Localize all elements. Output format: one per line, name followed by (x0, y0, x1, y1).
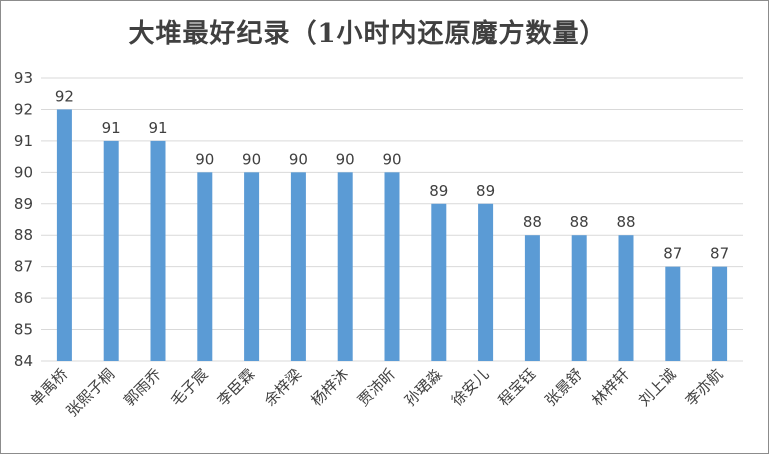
data-label: 88 (523, 213, 542, 231)
y-axis-tick-labels: 84 85 86 87 88 89 90 91 92 93 (14, 69, 33, 370)
data-label: 90 (289, 150, 308, 168)
y-tick-label: 88 (14, 226, 33, 244)
data-label: 88 (616, 213, 635, 231)
bar (150, 140, 166, 361)
bar (384, 172, 400, 361)
x-category-label: 贾沛昕 (354, 365, 399, 410)
data-label: 90 (242, 150, 261, 168)
data-label: 91 (102, 119, 121, 137)
x-category-label: 张景舒 (541, 365, 586, 410)
bar (478, 203, 494, 361)
bar (571, 235, 587, 361)
bar (290, 172, 306, 361)
x-category-label: 毛子宸 (167, 365, 212, 410)
data-label: 92 (55, 87, 74, 105)
data-label: 89 (429, 182, 448, 200)
x-category-label: 张熙子桐 (63, 365, 118, 420)
y-tick-label: 92 (14, 100, 33, 118)
data-label: 90 (195, 150, 214, 168)
data-label: 87 (663, 245, 682, 263)
y-tick-label: 85 (14, 321, 33, 339)
x-category-label: 徐安儿 (448, 365, 493, 410)
data-label: 90 (382, 150, 401, 168)
x-category-label: 单禹桥 (27, 365, 72, 410)
bars (56, 109, 728, 361)
data-label: 90 (336, 150, 355, 168)
y-tick-label: 93 (14, 69, 33, 87)
bar (337, 172, 353, 361)
bar (665, 266, 681, 361)
bar (56, 109, 72, 361)
data-label: 89 (476, 182, 495, 200)
data-label: 88 (570, 213, 589, 231)
bar (103, 140, 119, 361)
x-category-label: 杨梓沐 (307, 365, 352, 410)
y-tick-label: 91 (14, 132, 33, 150)
data-labels: 92 91 91 90 90 90 90 90 89 89 88 88 88 87 87 (55, 87, 729, 262)
x-category-label: 李臣霖 (214, 365, 259, 410)
x-category-label: 余梓梁 (261, 365, 306, 410)
bar (244, 172, 260, 361)
x-category-label: 程宝钰 (495, 365, 540, 410)
y-tick-label: 87 (14, 258, 33, 276)
x-category-label: 郭雨乔 (120, 365, 165, 410)
y-tick-label: 90 (14, 163, 33, 181)
y-tick-label: 89 (14, 195, 33, 213)
bar (524, 235, 540, 361)
x-category-label: 刘上诚 (635, 365, 680, 410)
bar (618, 235, 634, 361)
bar (431, 203, 447, 361)
y-tick-label: 86 (14, 289, 33, 307)
y-tick-label: 84 (14, 352, 33, 370)
chart-title: 大堆最好纪录（1小时内还原魔方数量） (128, 19, 607, 49)
x-category-label: 孙珺淼 (401, 365, 446, 410)
x-category-label: 李亦航 (682, 365, 727, 410)
bar (712, 266, 728, 361)
x-category-label: 林梓轩 (588, 365, 633, 410)
bar (197, 172, 213, 361)
data-label: 87 (710, 245, 729, 263)
data-label: 91 (148, 119, 167, 137)
